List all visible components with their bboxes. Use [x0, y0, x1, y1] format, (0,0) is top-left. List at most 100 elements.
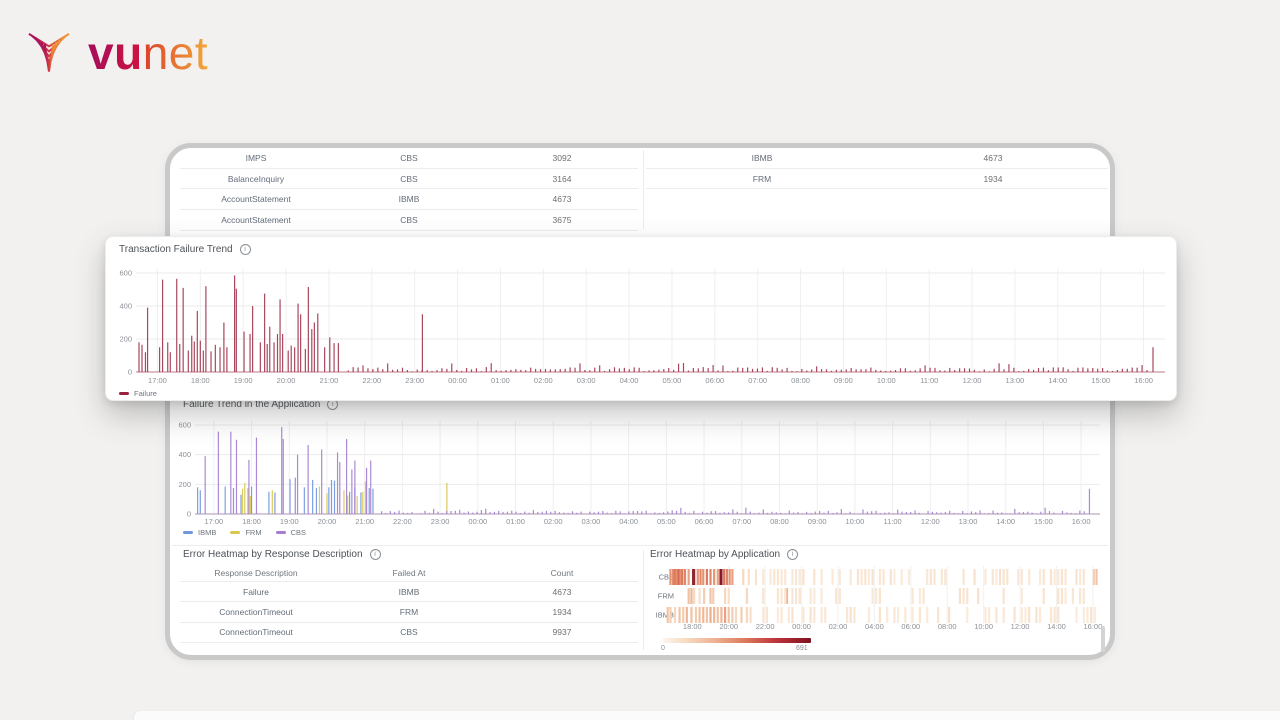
svg-text:06:00: 06:00 [901, 622, 920, 631]
svg-text:21:00: 21:00 [320, 376, 339, 385]
svg-text:08:00: 08:00 [791, 376, 810, 385]
svg-text:14:00: 14:00 [996, 517, 1015, 526]
table-cell: FRM [752, 173, 772, 184]
scrollbar-thumb[interactable] [1101, 626, 1105, 652]
table-cell: 3675 [552, 214, 572, 225]
svg-text:11:00: 11:00 [920, 376, 938, 385]
info-icon[interactable] [369, 549, 381, 560]
table-row: ConnectionTimeout CBS 9937 [180, 623, 638, 643]
svg-text:400: 400 [178, 450, 191, 459]
svg-text:16:00: 16:00 [1134, 376, 1153, 385]
next-card-edge [133, 710, 1280, 720]
legend-item-ibmb[interactable]: IBMB [183, 528, 216, 537]
svg-text:600: 600 [178, 421, 191, 430]
svg-text:13:00: 13:00 [1006, 376, 1025, 385]
svg-text:00:00: 00:00 [468, 517, 487, 526]
transaction-volume-table: IMPS CBS 3092 BalanceInquiry CBS 3164 AccountS… [180, 148, 638, 231]
svg-text:0: 0 [187, 510, 191, 519]
legend-label: IBMB [198, 528, 217, 537]
table-cell: FRM [399, 606, 419, 617]
table-cell: IMPS [245, 152, 267, 163]
svg-text:08:00: 08:00 [770, 517, 789, 526]
svg-text:15:00: 15:00 [1091, 376, 1110, 385]
error-table-panel-title: Error Heatmap by Response Description [183, 549, 381, 560]
error-table-title-text: Error Heatmap by Response Description [183, 549, 363, 560]
app-failure-trend-chart[interactable]: 17:00 18:00 19:00 20:00 21:00 22:00 23:00 00:00… [170, 418, 1115, 540]
info-icon[interactable] [787, 549, 799, 560]
svg-text:20:00: 20:00 [318, 517, 337, 526]
legend-label: FRM [245, 528, 262, 537]
table-header-cell: Count [550, 567, 574, 578]
svg-text:10:00: 10:00 [846, 517, 865, 526]
table-cell: AccountStatement [221, 214, 291, 225]
application-error-heatmap[interactable]: 18:00 20:00 22:00 00:00 02:00 04:00 06:00 08:00… [648, 560, 1108, 655]
legend-item-frm[interactable]: FRM [230, 528, 262, 537]
svg-text:20:00: 20:00 [277, 376, 296, 385]
failure-chart-legend: Failure [119, 389, 157, 398]
table-cell: CBS [400, 627, 418, 638]
table-divider [643, 150, 644, 229]
table-cell: 4673 [552, 586, 572, 597]
svg-text:05:00: 05:00 [663, 376, 682, 385]
svg-text:17:00: 17:00 [148, 376, 167, 385]
svg-text:12:00: 12:00 [963, 376, 982, 385]
svg-text:00:00: 00:00 [792, 622, 811, 631]
svg-text:08:00: 08:00 [938, 622, 957, 631]
panel-divider-vertical [643, 550, 644, 650]
svg-text:13:00: 13:00 [959, 517, 978, 526]
brand-text-vu: vu [88, 27, 143, 79]
svg-text:FRM: FRM [658, 592, 674, 601]
vunet-chevron-icon [28, 33, 70, 72]
svg-text:09:00: 09:00 [834, 376, 853, 385]
table-header-cell: Failed At [392, 567, 426, 578]
table-cell: CBS [400, 214, 418, 225]
scale-min-label: 0 [661, 645, 665, 652]
info-icon[interactable] [239, 244, 251, 255]
table-cell: CBS [400, 152, 418, 163]
table-header-row: Response Description Failed At Count [180, 564, 638, 582]
svg-text:18:00: 18:00 [242, 517, 261, 526]
svg-text:01:00: 01:00 [491, 376, 510, 385]
svg-text:04:00: 04:00 [865, 622, 884, 631]
svg-text:02:00: 02:00 [829, 622, 848, 631]
svg-text:22:00: 22:00 [362, 376, 381, 385]
svg-text:16:00: 16:00 [1084, 622, 1103, 631]
svg-text:23:00: 23:00 [405, 376, 424, 385]
popup-title: Transaction Failure Trend [119, 244, 251, 255]
legend-swatch [183, 531, 193, 534]
scale-max-label: 691 [796, 645, 808, 652]
failure-trend-chart[interactable]: 17:00 18:00 19:00 20:00 21:00 22:00 23:00 00:00… [106, 237, 1178, 402]
table-cell: 1934 [983, 173, 1003, 184]
table-cell: 4673 [552, 194, 572, 205]
svg-text:07:00: 07:00 [732, 517, 751, 526]
svg-text:14:00: 14:00 [1048, 376, 1067, 385]
table-row: FRM 1934 [646, 169, 1108, 190]
table-row: IMPS CBS 3092 [180, 148, 638, 169]
svg-text:15:00: 15:00 [1034, 517, 1053, 526]
svg-text:06:00: 06:00 [705, 376, 724, 385]
svg-text:200: 200 [119, 335, 132, 344]
svg-text:19:00: 19:00 [234, 376, 253, 385]
svg-text:03:00: 03:00 [582, 517, 601, 526]
svg-text:20:00: 20:00 [719, 622, 738, 631]
table-cell: IBMB [398, 586, 420, 597]
svg-text:04:00: 04:00 [620, 376, 639, 385]
svg-text:18:00: 18:00 [191, 376, 210, 385]
heatmap-title-text: Error Heatmap by Application [650, 549, 781, 560]
table-cell: 3092 [552, 152, 572, 163]
table-row: IBMB 4673 [646, 148, 1108, 169]
table-cell: BalanceInquiry [227, 173, 285, 184]
legend-item-cbs[interactable]: CBS [275, 528, 306, 537]
transaction-failure-trend-popup: Transaction Failure Trend 17:00 18:00 19:0… [105, 236, 1177, 401]
table-row: AccountStatement CBS 3675 [180, 210, 638, 231]
table-cell: 1934 [552, 606, 572, 617]
legend-item-failure[interactable]: Failure [119, 389, 157, 398]
svg-text:200: 200 [178, 480, 191, 489]
svg-text:07:00: 07:00 [748, 376, 767, 385]
svg-text:12:00: 12:00 [921, 517, 940, 526]
brand-logo: vunet [26, 30, 208, 76]
svg-text:CBS: CBS [659, 573, 674, 582]
table-cell: CBS [400, 173, 418, 184]
svg-text:22:00: 22:00 [756, 622, 775, 631]
table-header-cell: Response Description [214, 567, 298, 578]
